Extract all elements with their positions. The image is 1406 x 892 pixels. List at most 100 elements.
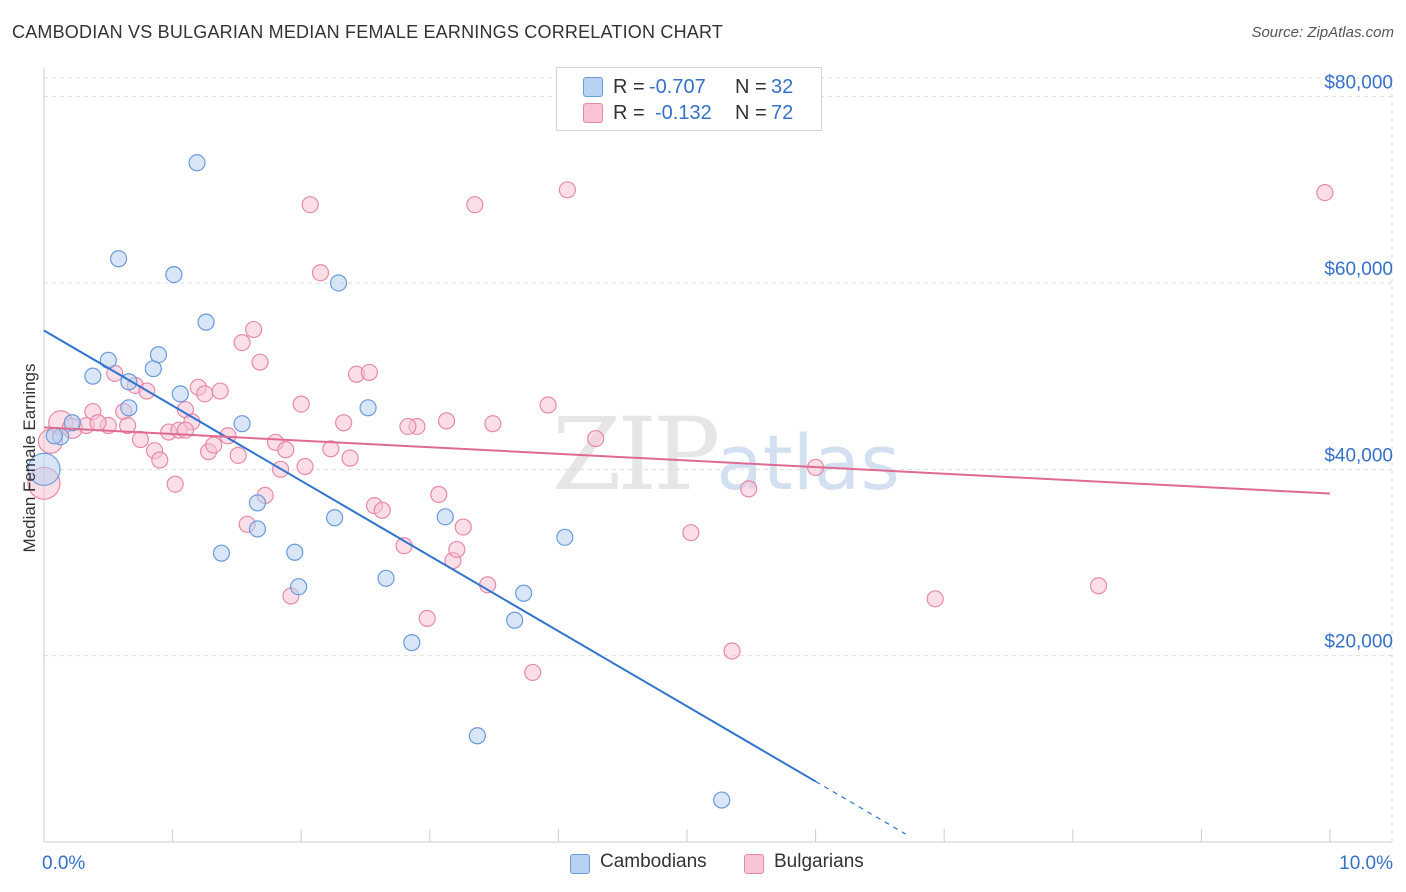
cambodians-legend-label: Cambodians (600, 851, 707, 872)
bulgarian-point (373, 501, 391, 519)
bulgarian-point (539, 396, 557, 414)
bulgarian-point (335, 414, 353, 432)
cambodian-point (248, 520, 267, 538)
bulgarians-legend-label: Bulgarians (774, 851, 864, 872)
bulgarian-point (454, 518, 472, 536)
bulgarian-point (89, 414, 107, 432)
bulgarians-swatch (583, 103, 603, 123)
bulgarian-point (399, 417, 417, 436)
cambodian-point (109, 250, 128, 268)
bulgarian-point (205, 436, 223, 454)
cambodian-point (329, 274, 348, 292)
bulgarian-point (740, 480, 758, 498)
bulgarian-point (166, 475, 184, 493)
cambodian-point (149, 346, 168, 364)
bulgarian-point (196, 385, 214, 403)
bulgarian-point (430, 485, 448, 504)
bulgarians-legend-swatch (744, 854, 764, 874)
cambodian-point (63, 414, 81, 432)
bulgarian-point (301, 196, 319, 214)
cambodian-point (212, 544, 231, 562)
bulgarian-point (484, 415, 502, 433)
bulgarian-point (296, 457, 314, 476)
bulgarian-point (1316, 184, 1334, 202)
axis-labels: $20,000 $40,000 $60,000 $80,000 0.0% 10.0% Med… (20, 73, 1393, 874)
cambodians-trend-extension (815, 780, 906, 835)
bulgarian-point (1089, 577, 1108, 595)
bulgarian-point (311, 264, 330, 282)
bulgarian-point (926, 590, 944, 608)
legend-n-value-cambodians: 32 (771, 76, 794, 98)
bulgarian-point (437, 412, 456, 430)
legend-n-value-bulgarians: 72 (771, 102, 794, 124)
cambodian-point (403, 634, 421, 652)
legend-r-value-bulgarians: -0.132 (655, 102, 712, 124)
cambodian-point (286, 543, 304, 561)
cambodian-point (359, 399, 377, 417)
legend-r-value-cambodians: -0.707 (649, 76, 706, 98)
cambodian-point (326, 509, 344, 527)
x-tick-label-min: 0.0% (42, 853, 85, 874)
cambodian-point (436, 508, 454, 526)
bulgarian-point (322, 440, 340, 458)
bulgarian-point (277, 441, 295, 459)
cambodian-point (84, 367, 102, 385)
bulgarian-point (723, 642, 741, 660)
cambodians-trend-line (43, 329, 817, 783)
cambodian-point (506, 611, 524, 629)
gridlines (44, 77, 1393, 842)
source-credit: Source: ZipAtlas.com (1251, 24, 1394, 41)
bulgarians-trend-line (43, 426, 1331, 495)
cambodian-point (713, 791, 731, 809)
bulgarian-point (360, 363, 378, 382)
legend-r-label: R = (613, 102, 645, 124)
bulgarian-point (251, 353, 269, 371)
cambodian-point (171, 385, 189, 403)
cambodian-point (45, 427, 63, 445)
bulgarian-point (245, 320, 263, 339)
y-tick-label: $80,000 (1324, 73, 1393, 94)
bulgarian-point (587, 429, 605, 448)
cambodian-point (515, 584, 533, 602)
cambodian-point (120, 399, 138, 417)
cambodian-point (188, 154, 206, 172)
cambodian-point (233, 415, 251, 433)
chart-title: CAMBODIAN VS BULGARIAN MEDIAN FEMALE EAR… (12, 22, 724, 42)
legend-n-label: N = (735, 76, 767, 98)
bulgarian-point (118, 416, 137, 435)
cambodians-points (27, 154, 731, 809)
bulgarian-point (524, 663, 542, 682)
cambodian-point (165, 265, 183, 284)
bulgarian-point (418, 609, 436, 627)
bulgarian-point (229, 446, 247, 464)
cambodian-point (377, 569, 395, 587)
bulgarian-point (292, 395, 310, 413)
correlation-legend: R = -0.707 N = 32 R = -0.132 N = 72 (556, 67, 822, 131)
bulgarians-points (27, 181, 1334, 682)
bulgarian-point (151, 451, 169, 469)
y-axis-title: Median Female Earnings (20, 364, 39, 553)
cambodians-legend-swatch (570, 854, 590, 874)
bulgarian-point (466, 196, 484, 214)
y-tick-label: $60,000 (1324, 259, 1393, 280)
cambodian-point (290, 578, 308, 596)
bulgarian-point (233, 334, 251, 352)
cambodian-point (197, 313, 215, 331)
bulgarian-point (341, 449, 359, 467)
cambodian-point (248, 494, 267, 512)
bulgarian-point (558, 181, 577, 199)
bulgarian-point (448, 540, 466, 559)
cambodian-point (468, 727, 486, 745)
cambodian-point (556, 528, 574, 546)
bulgarian-point (211, 382, 229, 400)
y-tick-label: $20,000 (1324, 632, 1393, 653)
trend-lines (43, 329, 1331, 835)
legend-r-label: R = (613, 76, 645, 98)
x-tick-label-max: 10.0% (1339, 853, 1393, 874)
cambodians-swatch (583, 77, 603, 97)
bulgarian-point (682, 524, 700, 542)
cambodian-point (27, 452, 61, 486)
y-tick-label: $40,000 (1324, 445, 1393, 466)
bulgarian-point (131, 430, 150, 449)
